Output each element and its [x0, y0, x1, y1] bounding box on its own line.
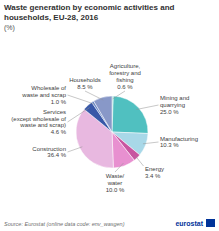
chart-container: Waste generation by economic activities … [0, 0, 219, 231]
slice-label: Construction36.4 % [32, 146, 66, 159]
eu-flag [206, 219, 215, 227]
slice-label-line: (except wholesale of [11, 116, 66, 122]
subtitle: (%) [4, 24, 15, 32]
source: Source: Eurostat (online data code: env_… [4, 221, 125, 227]
slice-label-line: 3.4 % [145, 173, 161, 179]
leader-line [85, 91, 103, 100]
slice-label-line: 1.0 % [51, 99, 67, 105]
slice-label-line: 0.6 % [117, 84, 133, 90]
slice-label-line: 25.0 % [160, 109, 179, 115]
slice-label: Households8.5 % [69, 77, 101, 90]
slice-label-line: 8.5 % [77, 84, 93, 90]
pie-slice [94, 96, 112, 132]
slice-label-line: 36.4 % [47, 152, 66, 158]
slice-label-line: waste and scrap [21, 92, 66, 98]
title-line: Waste generation by economic activities … [4, 3, 175, 12]
slice-label: Waste/water10.0 % [106, 173, 125, 193]
leader-line [68, 108, 90, 122]
slice-label: Mining andquarrying25.0 % [160, 95, 189, 115]
leader-line [115, 163, 123, 172]
leader-line [143, 142, 159, 144]
slice-label-line: waste and scrap) [19, 122, 66, 128]
slice-label-line: forestry and [109, 70, 141, 76]
leader-line [68, 147, 83, 152]
slice-label-line: 10.3 % [160, 142, 179, 148]
slice-label-line: 10.0 % [106, 187, 125, 193]
slice-label-line: Agriculture, [110, 63, 141, 69]
branding: eurostat [175, 220, 203, 227]
slice-labels: Agriculture,forestry andfishing0.6 % Mini… [11, 63, 198, 193]
slice-label-line: Construction [32, 146, 66, 152]
slice-label: Manufacturing10.3 % [160, 136, 198, 149]
slice-label-line: Mining and [160, 95, 189, 101]
pie-slice [112, 96, 148, 133]
slice-label-line: water [107, 180, 123, 186]
slice-label-line: fishing [116, 77, 133, 83]
slice-label: Agriculture,forestry andfishing0.6 % [109, 63, 141, 89]
title-line: households, EU-28, 2016 [4, 13, 99, 22]
slice-label-line: Waste/ [106, 173, 125, 179]
slice-label-line: Manufacturing [160, 136, 198, 142]
pie-slice [112, 132, 134, 168]
slice-label-line: Wholesale of [31, 85, 66, 91]
slice-label-line: quarrying [160, 102, 185, 108]
leader-line [113, 91, 125, 99]
slice-label-line: 4.6 % [51, 129, 67, 135]
slice-label: Services(except wholesale ofwaste and sc… [11, 109, 66, 135]
slice-label-line: Services [43, 109, 66, 115]
leader-line [135, 156, 143, 166]
leader-lines [68, 91, 159, 172]
title: Waste generation by economic activities … [4, 3, 175, 22]
slice-label: Wholesale ofwaste and scrap1.0 % [21, 85, 66, 105]
pie [76, 96, 148, 168]
slice-label-line: Energy [145, 166, 164, 172]
leader-line [136, 105, 158, 110]
slice-label: Energy3.4 % [145, 166, 164, 179]
chart-svg: Waste generation by economic activities … [0, 0, 219, 231]
leader-line [68, 95, 95, 104]
slice-label-line: Households [69, 77, 101, 83]
